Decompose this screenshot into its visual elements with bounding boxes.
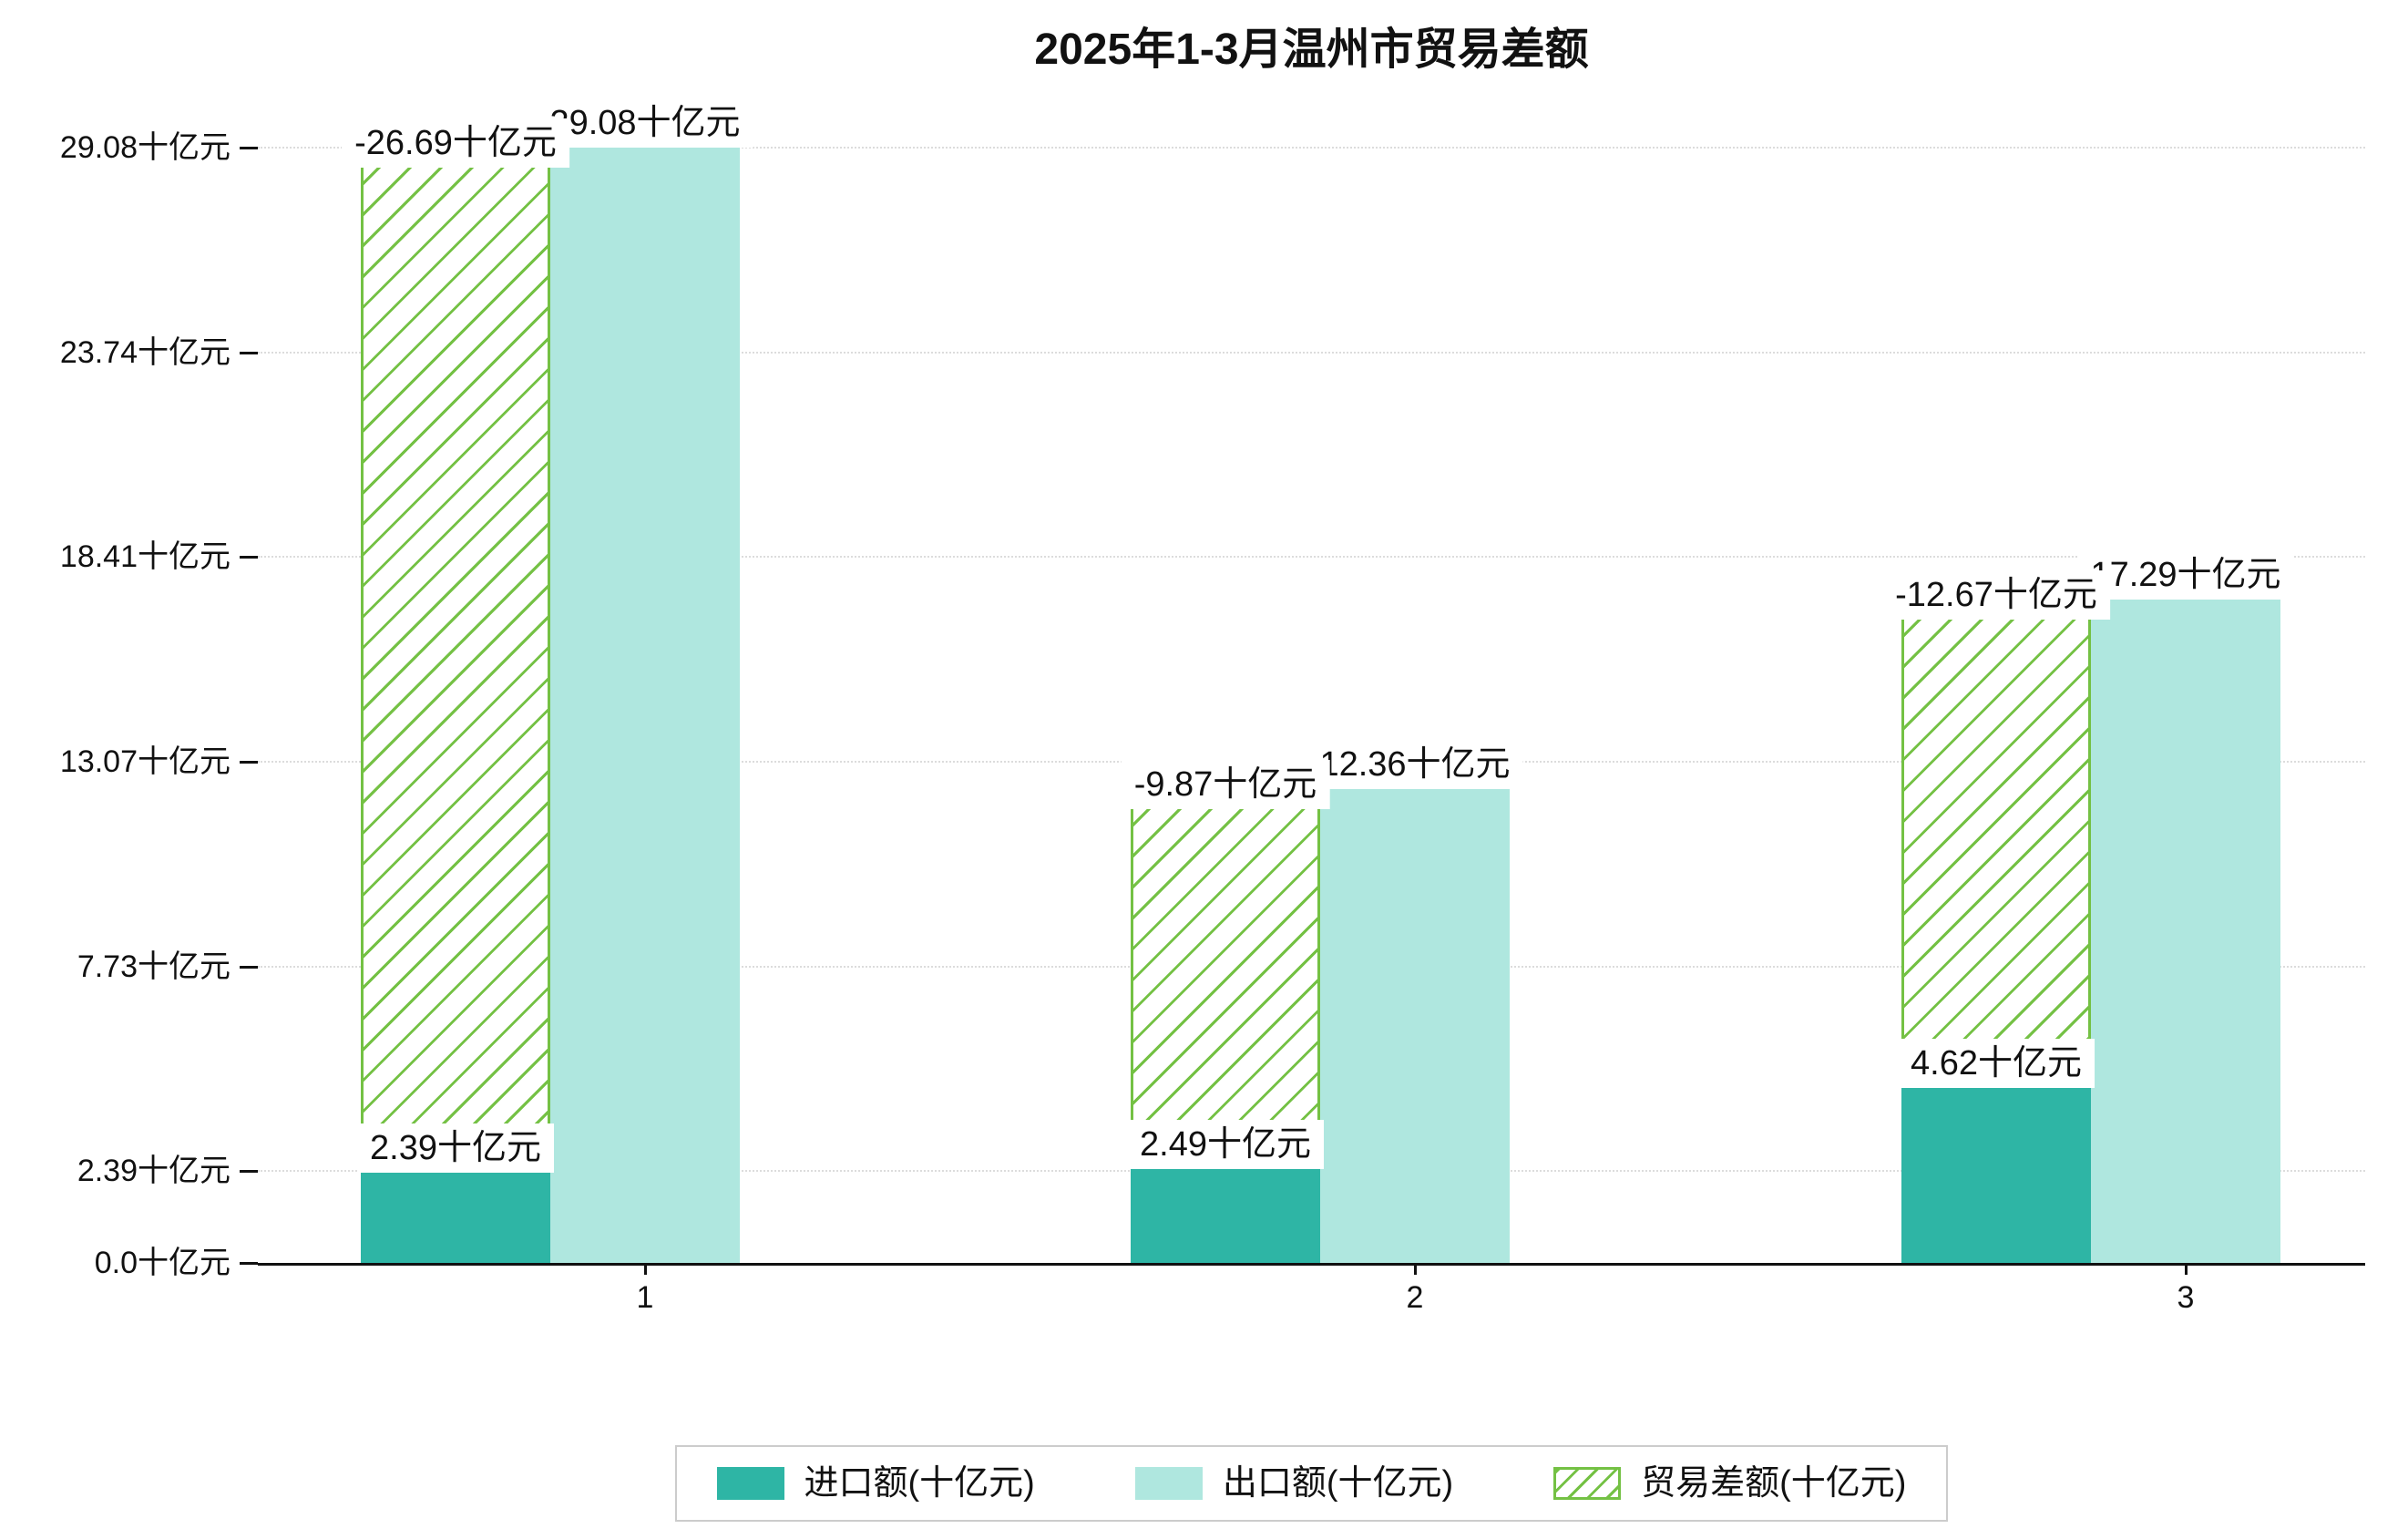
y-axis-tick-mark	[240, 147, 258, 149]
gridline-y	[258, 556, 2365, 559]
legend-label-import: 进口额(十亿元)	[804, 1464, 1035, 1503]
legend: 进口额(十亿元) 出口额(十亿元) 贸易差额(十亿元)	[674, 1445, 1949, 1522]
y-axis-tick-label: 18.41十亿元	[59, 539, 231, 575]
x-axis-line	[258, 1263, 2365, 1266]
x-axis-tick-label: 2	[1406, 1280, 1424, 1315]
legend-swatch-export-icon	[1134, 1467, 1203, 1500]
import-bar	[1131, 1167, 1320, 1263]
x-axis-tick-mark	[1414, 1266, 1417, 1275]
legend-container: 进口额(十亿元) 出口额(十亿元) 贸易差额(十亿元)	[258, 1445, 2365, 1522]
legend-label-trade-balance: 贸易差额(十亿元)	[1641, 1464, 1907, 1503]
y-axis-tick-label: 2.39十亿元	[77, 1154, 231, 1189]
trade-balance-bar	[1901, 600, 2091, 1086]
import-bar	[361, 1171, 550, 1263]
y-axis-tick-label: 0.0十亿元	[94, 1246, 231, 1280]
x-axis-tick-mark	[644, 1266, 647, 1275]
import-value-label: 2.49十亿元	[1127, 1120, 1324, 1170]
y-axis-tick-mark	[240, 965, 258, 969]
export-bar	[2091, 600, 2280, 1263]
y-axis-tick-mark	[240, 556, 258, 559]
trade-balance-bar	[1131, 788, 1320, 1168]
x-axis-tick-mark	[2185, 1266, 2188, 1275]
import-value-label: 2.39十亿元	[357, 1123, 554, 1174]
gridline-y	[258, 147, 2365, 149]
chart-title: 2025年1-3月温州市贸易差额	[1034, 26, 1589, 74]
trade-balance-value-label: -26.69十亿元	[342, 118, 569, 168]
y-axis-tick-mark	[240, 351, 258, 354]
x-axis-tick-label: 3	[2177, 1280, 2195, 1315]
legend-swatch-import-icon	[716, 1467, 784, 1500]
trade-balance-value-label: -9.87十亿元	[1121, 759, 1330, 809]
y-axis-tick-mark	[240, 1262, 258, 1265]
legend-item-trade-balance: 贸易差额(十亿元)	[1553, 1463, 1906, 1503]
y-axis-tick-mark	[240, 1170, 258, 1174]
x-axis-tick-label: 1	[636, 1280, 654, 1315]
export-value-label: 12.36十亿元	[1306, 739, 1523, 789]
y-axis-tick-label: 13.07十亿元	[59, 744, 231, 779]
export-bar	[550, 148, 740, 1263]
legend-item-import: 进口额(十亿元)	[716, 1463, 1035, 1503]
gridline-y	[258, 351, 2365, 354]
y-axis-tick-label: 23.74十亿元	[59, 334, 231, 370]
y-axis-tick-label: 7.73十亿元	[77, 949, 231, 984]
trade-balance-value-label: -12.67十亿元	[1882, 570, 2110, 621]
export-value-label: 29.08十亿元	[537, 98, 753, 148]
import-bar	[1901, 1085, 2091, 1263]
legend-label-export: 出口额(十亿元)	[1222, 1464, 1454, 1503]
y-axis-tick-mark	[240, 760, 258, 764]
export-value-label: 17.29十亿元	[2077, 550, 2294, 600]
trade-balance-bar	[361, 148, 550, 1172]
legend-item-export: 出口额(十亿元)	[1134, 1463, 1454, 1503]
import-value-label: 4.62十亿元	[1898, 1038, 2095, 1088]
legend-swatch-trade-balance-icon	[1553, 1467, 1622, 1500]
y-axis-tick-label: 29.08十亿元	[59, 130, 231, 165]
export-bar	[1320, 788, 1510, 1263]
